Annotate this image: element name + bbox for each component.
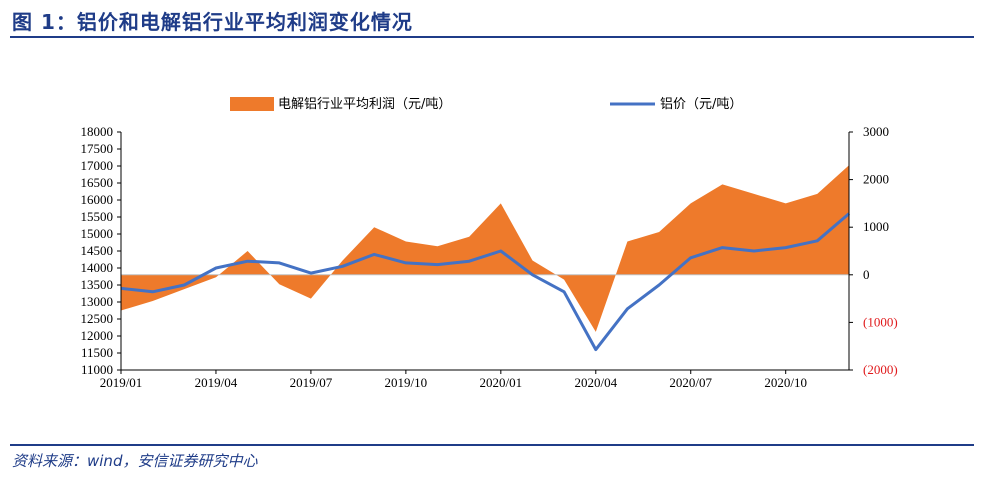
y-right-tick-label: 0	[863, 267, 870, 282]
profit-area	[121, 165, 849, 332]
y-left-tick-label: 11500	[81, 345, 113, 360]
y-right-tick-label: 1000	[863, 219, 889, 234]
y-left-tick-label: 13000	[81, 294, 114, 309]
y-left-tick-label: 14500	[81, 243, 114, 258]
y-left-tick-label: 14000	[81, 260, 114, 275]
x-tick-label: 2020/04	[574, 375, 617, 390]
y-left-tick-label: 15000	[81, 226, 114, 241]
x-tick-label: 2019/04	[195, 375, 238, 390]
figure-title: 图 1：铝价和电解铝行业平均利润变化情况	[12, 10, 413, 34]
y-left-tick-label: 18000	[81, 124, 114, 139]
legend-label-price: 铝价（元/吨）	[660, 97, 742, 112]
x-tick-label: 2019/07	[290, 375, 333, 390]
chart: 18000 17500 17000 16500 16000 15500 15000 14500…	[81, 97, 898, 390]
source-divider	[10, 444, 974, 446]
y-right-tick-label: 3000	[863, 124, 889, 139]
y-left-tick-label: 13500	[81, 277, 114, 292]
y-left-tick-label: 16500	[81, 175, 114, 190]
y-left-tick-label: 17000	[81, 158, 114, 173]
legend-swatch-profit	[230, 97, 274, 111]
title-divider	[10, 36, 974, 38]
x-tick-label: 2019/01	[100, 375, 143, 390]
y-right-tick-label: (2000)	[863, 362, 898, 377]
y-right-tick-label: (1000)	[863, 314, 898, 329]
x-tick-label: 2020/10	[764, 375, 807, 390]
legend-label-profit: 电解铝行业平均利润（元/吨）	[278, 97, 451, 112]
source-note: 资料来源：wind，安信证券研究中心	[12, 452, 258, 470]
x-tick-label: 2019/10	[385, 375, 428, 390]
aluminum-price-line	[120, 212, 850, 352]
y-left-tick-label: 15500	[81, 209, 114, 224]
y-left-tick-label: 12000	[81, 328, 114, 343]
y-left-tick-label: 12500	[81, 311, 114, 326]
x-tick-label: 2020/07	[669, 375, 712, 390]
x-tick-label: 2020/01	[480, 375, 523, 390]
y-left-tick-label: 17500	[81, 141, 114, 156]
y-left-tick-label: 11000	[81, 362, 113, 377]
y-left-tick-label: 16000	[81, 192, 114, 207]
y-right-tick-label: 2000	[863, 172, 889, 187]
